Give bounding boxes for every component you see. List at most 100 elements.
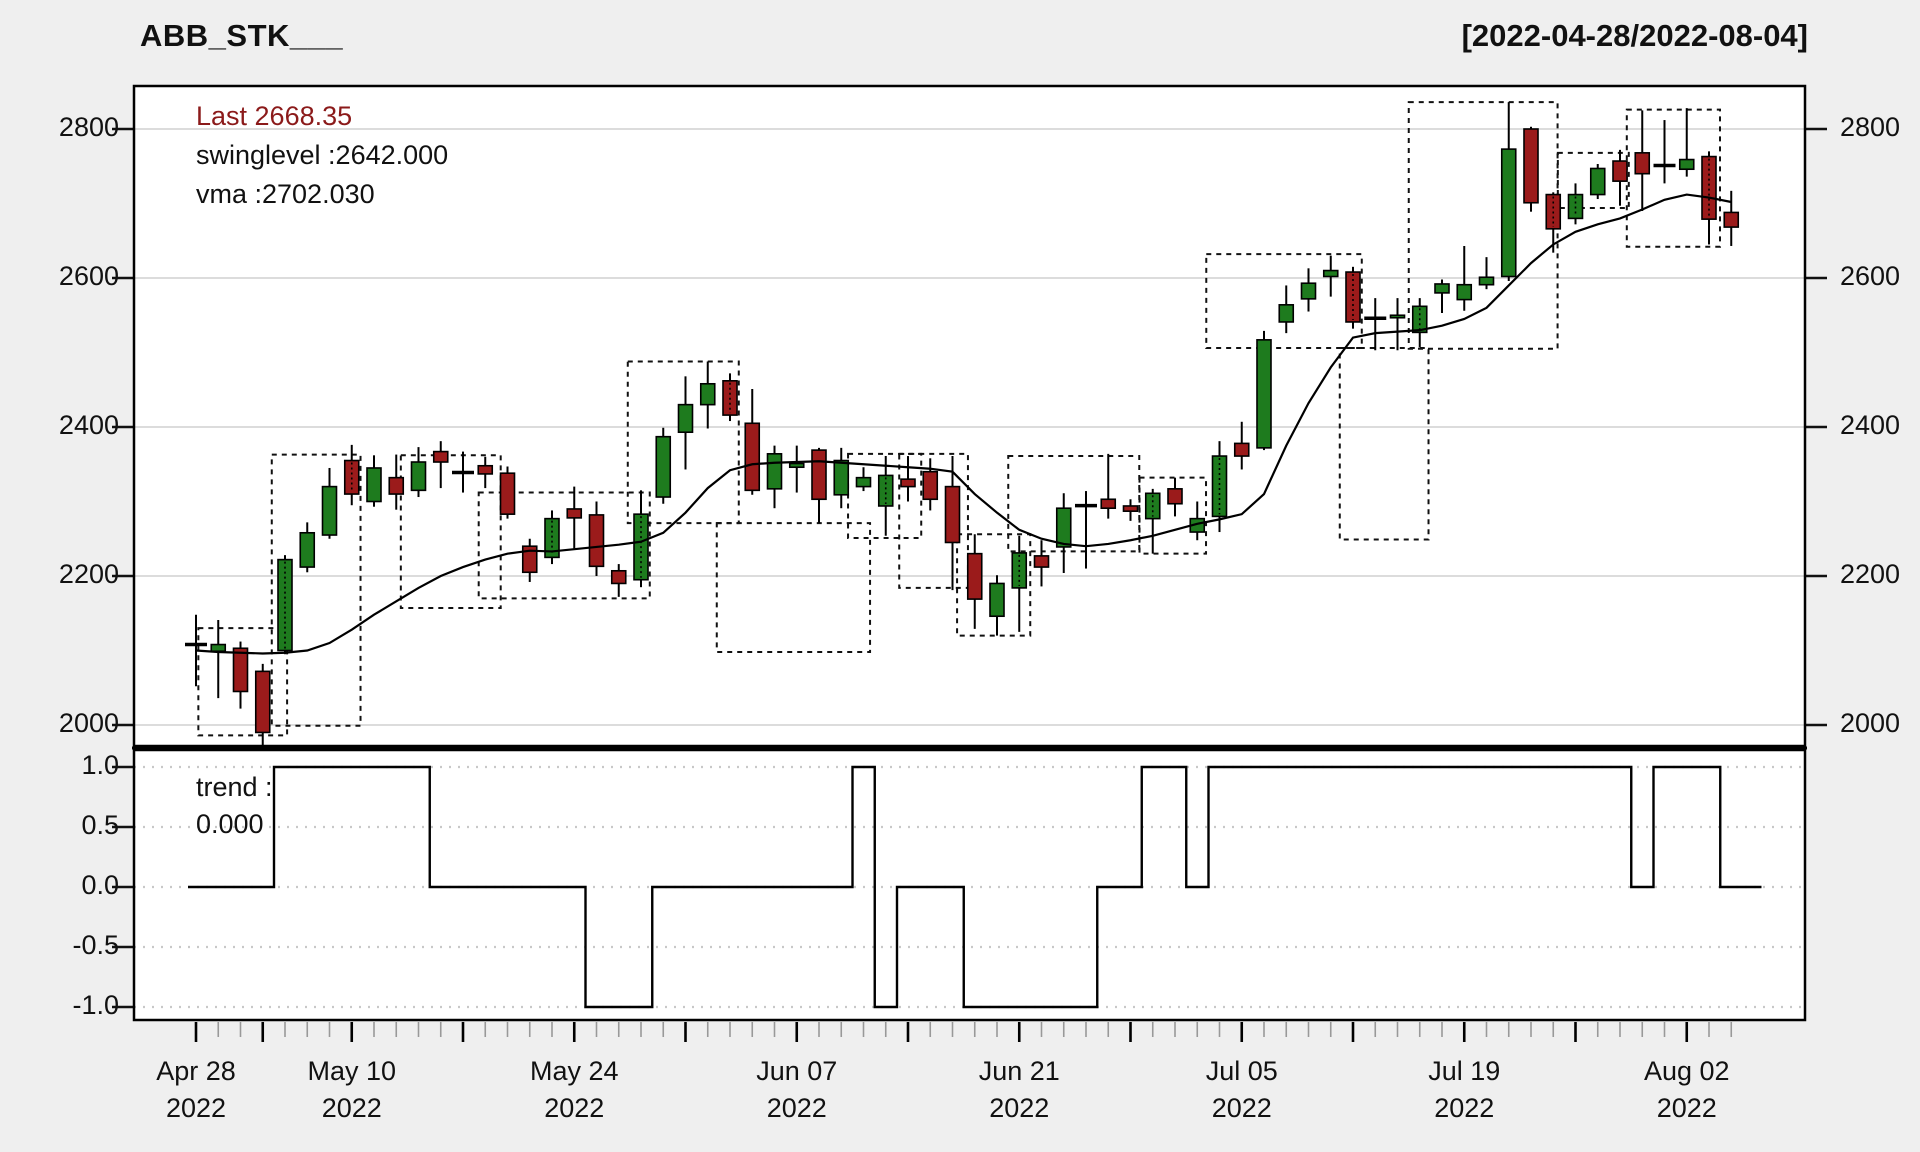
swing-level-box xyxy=(1338,347,1430,541)
price-axis-label-right: 2600 xyxy=(1840,261,1901,291)
swing-level-box xyxy=(1556,151,1630,209)
candle-body xyxy=(1723,211,1740,228)
x-axis-label-year: 2022 xyxy=(321,1093,382,1123)
candle-body xyxy=(1055,507,1072,548)
candle-body xyxy=(1278,304,1295,323)
swing-level-box xyxy=(956,533,1032,637)
candle-body xyxy=(1211,455,1228,518)
candle-body xyxy=(1567,193,1584,220)
candle-body xyxy=(966,552,983,600)
x-axis-label-date: May 10 xyxy=(307,1056,397,1086)
candle-body xyxy=(410,461,427,492)
candle-body xyxy=(566,508,583,519)
price-panel-border xyxy=(132,84,1807,748)
trend-axis-label: 0.5 xyxy=(81,810,119,840)
price-axis-label-left: 2200 xyxy=(58,559,119,589)
price-axis-label-right: 2800 xyxy=(1840,112,1901,142)
x-axis-label-year: 2022 xyxy=(1434,1093,1495,1123)
candle-body xyxy=(610,569,627,585)
swing-level-box xyxy=(898,452,969,589)
chart-title: ABB_STK___ xyxy=(140,18,344,53)
trend-caption-label: trend : xyxy=(196,772,273,802)
candle-body xyxy=(1500,148,1517,278)
candle-body xyxy=(877,474,894,507)
candle-body xyxy=(477,464,494,475)
candle-body xyxy=(1033,555,1050,568)
x-axis-label-date: Jul 19 xyxy=(1428,1056,1501,1086)
x-axis-label-date: Jun 07 xyxy=(756,1056,838,1086)
candle-body xyxy=(1300,282,1317,300)
candle-body xyxy=(277,558,293,652)
candle-body xyxy=(900,478,916,488)
candle-body xyxy=(499,472,516,515)
candle-body xyxy=(343,459,360,495)
candle-body xyxy=(1345,271,1361,323)
candle-body xyxy=(989,582,1005,618)
swing-level-box xyxy=(626,360,740,525)
candle-body xyxy=(1634,152,1651,175)
candle-body xyxy=(1589,167,1606,196)
legend-last-price: Last 2668.35 xyxy=(196,101,353,131)
legend-vma: vma :2702.030 xyxy=(196,179,375,209)
candle-body xyxy=(922,470,939,501)
x-axis-label-date: Apr 28 xyxy=(156,1056,236,1086)
candle-body xyxy=(544,517,560,559)
vma-line xyxy=(195,193,1732,655)
candle-body xyxy=(944,485,961,544)
swing-level-box xyxy=(847,452,923,540)
candle-body xyxy=(766,453,783,490)
candle-body xyxy=(677,403,694,434)
trend-axis-label: -0.5 xyxy=(72,930,119,960)
candle-body xyxy=(699,382,716,406)
candle-body xyxy=(299,531,316,568)
candle-body xyxy=(1701,155,1717,220)
candle-body xyxy=(1389,314,1406,319)
candle-body xyxy=(1478,276,1495,286)
price-axis-label-right: 2400 xyxy=(1840,410,1901,440)
candle-body xyxy=(744,422,761,492)
price-axis-label-right: 2000 xyxy=(1840,708,1901,738)
candle-body xyxy=(1612,160,1628,182)
x-axis-label-date: Aug 02 xyxy=(1643,1056,1730,1086)
candle-body xyxy=(655,435,672,498)
swing-level-box xyxy=(197,627,289,737)
candle-body xyxy=(1256,339,1272,449)
candle-body xyxy=(1678,158,1695,171)
candle-body xyxy=(232,647,249,693)
x-axis-label-year: 2022 xyxy=(544,1093,605,1123)
trend-caption-value: 0.000 xyxy=(196,809,264,839)
candle-body xyxy=(1233,442,1250,457)
swing-level-box xyxy=(399,454,502,610)
swing-level-box xyxy=(1138,476,1208,555)
price-axis-label-left: 2000 xyxy=(58,708,119,738)
trend-axis-label: 1.0 xyxy=(81,750,119,780)
x-axis-label-year: 2022 xyxy=(989,1093,1050,1123)
x-axis-label-year: 2022 xyxy=(165,1093,227,1123)
swing-level-box xyxy=(477,491,651,600)
price-axis-label-left: 2800 xyxy=(58,112,119,142)
trend-axis-label: 0.0 xyxy=(81,870,119,900)
trend-panel-border xyxy=(132,748,1807,1022)
trend-panel-bg xyxy=(134,750,1805,1020)
x-axis-label-year: 2022 xyxy=(766,1093,827,1123)
legend-swinglevel: swinglevel :2642.000 xyxy=(196,140,449,170)
candle-body xyxy=(366,467,382,503)
candle-body xyxy=(1523,128,1539,204)
x-axis-label-year: 2022 xyxy=(1656,1093,1717,1123)
x-axis-label-year: 2022 xyxy=(1211,1093,1272,1123)
candle-body xyxy=(1322,269,1339,278)
candle-body xyxy=(811,449,827,501)
candle-body xyxy=(1100,498,1117,510)
candle-body xyxy=(855,476,872,488)
x-axis-label-date: May 24 xyxy=(529,1056,619,1086)
candle-body xyxy=(1434,283,1450,294)
price-axis-label-left: 2400 xyxy=(58,410,119,440)
price-axis-label-right: 2200 xyxy=(1840,559,1901,589)
candle-body xyxy=(1167,488,1183,505)
x-axis-label-date: Jul 05 xyxy=(1205,1056,1278,1086)
price-panel-bg xyxy=(134,86,1805,746)
candle-body xyxy=(321,485,338,536)
candle-body xyxy=(833,459,850,496)
swing-level-box xyxy=(1205,253,1363,350)
